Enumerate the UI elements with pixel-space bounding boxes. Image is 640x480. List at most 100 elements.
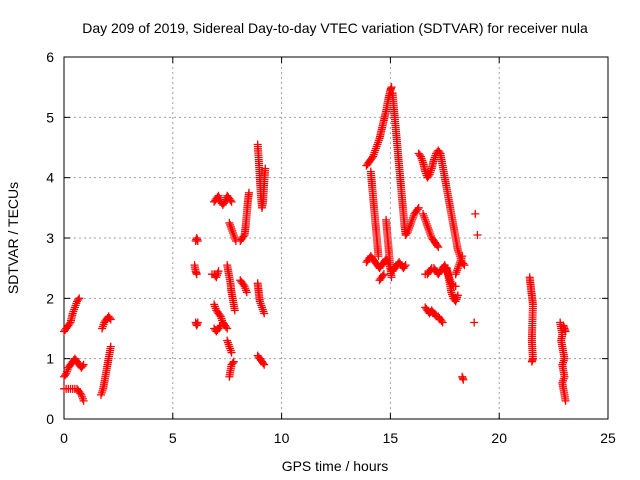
x-tick-label: 0 xyxy=(60,430,68,446)
data-point xyxy=(227,197,236,206)
data-point xyxy=(65,319,74,328)
data-point xyxy=(435,148,444,157)
data-point xyxy=(77,390,86,399)
data-point xyxy=(452,268,461,277)
data-point xyxy=(406,219,415,228)
tick-labels: 0 5 10 15 20 25 0 1 2 3 4 5 6 xyxy=(46,49,616,446)
data-point xyxy=(424,225,433,234)
y-tick-label: 0 xyxy=(46,411,54,427)
data-point xyxy=(192,270,201,279)
data-point xyxy=(244,188,253,197)
grid-lines xyxy=(64,57,608,419)
data-point xyxy=(226,344,235,353)
data-point xyxy=(68,309,77,318)
data-point xyxy=(422,219,431,228)
data-point xyxy=(216,312,225,321)
data-point xyxy=(367,154,376,163)
data-point xyxy=(223,338,232,347)
data-point xyxy=(106,342,115,351)
data-point xyxy=(437,316,446,325)
data-point xyxy=(76,389,85,398)
data-point xyxy=(400,262,409,271)
data-point xyxy=(216,321,225,330)
data-point xyxy=(98,386,107,395)
data-point xyxy=(401,261,410,270)
data-point xyxy=(424,223,433,232)
data-point xyxy=(408,213,417,222)
data-point xyxy=(215,322,224,331)
data-point xyxy=(374,138,383,147)
data-point xyxy=(455,260,464,269)
data-point xyxy=(372,142,381,151)
data-point xyxy=(225,342,234,351)
data-point xyxy=(408,215,417,224)
data-point xyxy=(421,215,430,224)
data-point xyxy=(259,307,268,316)
data-point xyxy=(416,152,425,161)
data-point xyxy=(420,213,429,222)
data-point xyxy=(368,152,377,161)
data-point xyxy=(213,271,222,280)
data-point xyxy=(258,303,267,312)
data-point xyxy=(230,232,239,241)
x-axis-label: GPS time / hours xyxy=(282,458,389,474)
data-point xyxy=(226,196,235,205)
data-point xyxy=(453,291,462,300)
x-tick-label: 15 xyxy=(383,430,399,446)
data-point xyxy=(371,146,380,155)
data-point xyxy=(454,262,463,271)
data-point xyxy=(470,318,479,327)
data-point xyxy=(214,191,223,200)
data-point xyxy=(559,374,568,383)
data-point xyxy=(98,324,107,333)
data-point xyxy=(453,293,462,302)
data-point xyxy=(370,148,379,157)
data-point xyxy=(260,360,269,369)
data-point xyxy=(79,396,88,405)
data-point xyxy=(561,327,570,336)
data-point xyxy=(99,320,108,329)
chart-title: Day 209 of 2019, Sidereal Day-to-day VTE… xyxy=(82,20,588,36)
axis-ticks xyxy=(63,56,609,420)
data-point xyxy=(242,288,251,297)
x-tick-label: 10 xyxy=(274,430,290,446)
data-point xyxy=(448,290,457,299)
data-point xyxy=(79,360,88,369)
y-axis-label: SDTVAR / TECUs xyxy=(5,182,21,294)
data-point xyxy=(561,396,570,405)
data-point xyxy=(225,218,234,227)
data-point xyxy=(239,232,248,241)
data-point xyxy=(210,300,219,309)
data-point xyxy=(427,231,436,240)
data-point xyxy=(427,166,436,175)
data-point xyxy=(379,270,388,279)
data-point xyxy=(211,304,220,313)
data-point xyxy=(405,223,414,232)
data-point xyxy=(218,316,227,325)
data-point xyxy=(228,226,237,235)
data-point xyxy=(369,150,378,159)
data-point xyxy=(193,237,202,246)
data-point xyxy=(241,284,250,293)
data-point xyxy=(69,307,78,316)
data-point xyxy=(219,199,228,208)
data-point xyxy=(210,302,219,311)
data-point xyxy=(433,241,442,250)
y-tick-label: 5 xyxy=(46,109,54,125)
data-point xyxy=(453,246,462,255)
data-point xyxy=(261,164,270,173)
data-point xyxy=(453,264,462,273)
data-point xyxy=(421,217,430,226)
data-point xyxy=(223,336,232,345)
data-point xyxy=(224,340,233,349)
data-point xyxy=(559,356,568,365)
data-point xyxy=(259,359,268,368)
data-point xyxy=(447,288,456,297)
data-point xyxy=(229,357,238,366)
data-point xyxy=(414,203,423,212)
data-point xyxy=(96,390,105,399)
data-point xyxy=(212,273,221,282)
data-point xyxy=(98,322,107,331)
data-point xyxy=(415,151,424,160)
data-point xyxy=(215,310,224,319)
